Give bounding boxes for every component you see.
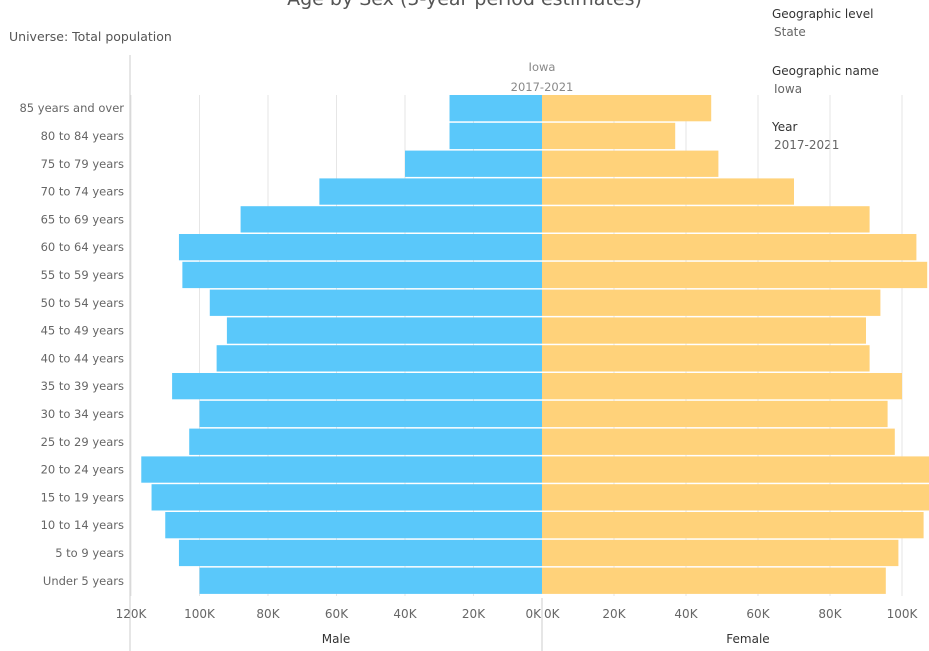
male-bar bbox=[199, 567, 542, 594]
female-bar bbox=[542, 206, 870, 233]
male-bar bbox=[216, 345, 542, 372]
female-tick-label: 100K bbox=[887, 607, 919, 621]
male-bar bbox=[449, 122, 542, 150]
female-bar bbox=[542, 484, 929, 511]
male-bar bbox=[405, 150, 542, 177]
female-tick-label: 60K bbox=[746, 607, 770, 621]
male-tick-label: 80K bbox=[256, 607, 280, 621]
male-tick-label: 40K bbox=[393, 607, 417, 621]
male-bar bbox=[199, 400, 542, 428]
female-bar bbox=[542, 512, 924, 539]
age-group-label: 15 to 19 years bbox=[41, 490, 124, 504]
male-bar bbox=[165, 512, 542, 539]
chart-header-label: 2017-2021 bbox=[511, 80, 574, 94]
male-bar bbox=[319, 178, 542, 205]
female-bar bbox=[542, 150, 719, 177]
age-group-label: Under 5 years bbox=[43, 574, 124, 588]
age-group-label: 5 to 9 years bbox=[55, 546, 124, 560]
female-axis-title: Female bbox=[726, 632, 769, 646]
male-bar bbox=[226, 317, 542, 344]
male-axis-title: Male bbox=[322, 632, 350, 646]
filter-label-geographic-level: Geographic level bbox=[772, 7, 874, 21]
male-bar bbox=[240, 206, 542, 233]
chart-header-label: Iowa bbox=[529, 60, 556, 74]
female-bar bbox=[542, 289, 881, 316]
age-group-label: 35 to 39 years bbox=[41, 379, 124, 393]
female-bar bbox=[542, 539, 899, 567]
filter-value-geographic-name[interactable]: Iowa bbox=[774, 82, 803, 96]
female-bar bbox=[542, 567, 886, 594]
male-bar bbox=[182, 261, 542, 289]
female-bar bbox=[542, 178, 794, 205]
female-bar bbox=[542, 373, 902, 400]
female-bar bbox=[542, 456, 929, 483]
male-tick-label: 100K bbox=[184, 607, 216, 621]
male-tick-label: 120K bbox=[116, 607, 148, 621]
male-bar bbox=[189, 428, 542, 455]
female-tick-label: 40K bbox=[674, 607, 698, 621]
female-bar bbox=[542, 261, 928, 289]
age-group-label: 30 to 34 years bbox=[41, 407, 124, 421]
age-group-label: 45 to 49 years bbox=[41, 324, 124, 338]
female-tick-label: 0K bbox=[544, 607, 561, 621]
male-bar bbox=[141, 456, 542, 483]
female-tick-label: 20K bbox=[602, 607, 626, 621]
female-bar bbox=[542, 400, 888, 428]
age-group-label: 75 to 79 years bbox=[41, 157, 124, 171]
age-group-label: 40 to 44 years bbox=[41, 351, 124, 365]
age-group-label: 65 to 69 years bbox=[41, 212, 124, 226]
female-bar bbox=[542, 95, 712, 122]
filter-value-year[interactable]: 2017-2021 bbox=[774, 138, 840, 152]
chart-title: Age by Sex (5-year period estimates) bbox=[0, 0, 929, 10]
female-tick-label: 80K bbox=[818, 607, 842, 621]
male-bar bbox=[209, 289, 542, 316]
age-group-label: 80 to 84 years bbox=[41, 129, 124, 143]
filter-label-geographic-name: Geographic name bbox=[772, 64, 879, 78]
female-bar bbox=[542, 428, 895, 455]
female-bar bbox=[542, 234, 917, 261]
age-group-label: 10 to 14 years bbox=[41, 518, 124, 532]
universe-label: Universe: Total population bbox=[9, 29, 172, 44]
age-group-label: 85 years and over bbox=[19, 101, 124, 115]
age-group-label: 50 to 54 years bbox=[41, 296, 124, 310]
filter-value-geographic-level[interactable]: State bbox=[774, 25, 806, 39]
male-bar bbox=[449, 95, 542, 122]
male-bar bbox=[178, 234, 542, 261]
filter-label-year: Year bbox=[772, 120, 798, 134]
male-tick-label: 20K bbox=[462, 607, 486, 621]
age-group-label: 25 to 29 years bbox=[41, 435, 124, 449]
male-tick-label: 0K bbox=[525, 607, 542, 621]
age-group-label: 20 to 24 years bbox=[41, 463, 124, 477]
female-bar bbox=[542, 122, 676, 150]
age-group-label: 55 to 59 years bbox=[41, 268, 124, 282]
male-bar bbox=[178, 539, 542, 567]
age-group-label: 70 to 74 years bbox=[41, 185, 124, 199]
male-bar bbox=[151, 484, 543, 511]
female-bar bbox=[542, 317, 866, 344]
female-bar bbox=[542, 345, 870, 372]
age-group-label: 60 to 64 years bbox=[41, 240, 124, 254]
male-tick-label: 60K bbox=[325, 607, 349, 621]
male-bar bbox=[172, 373, 542, 400]
